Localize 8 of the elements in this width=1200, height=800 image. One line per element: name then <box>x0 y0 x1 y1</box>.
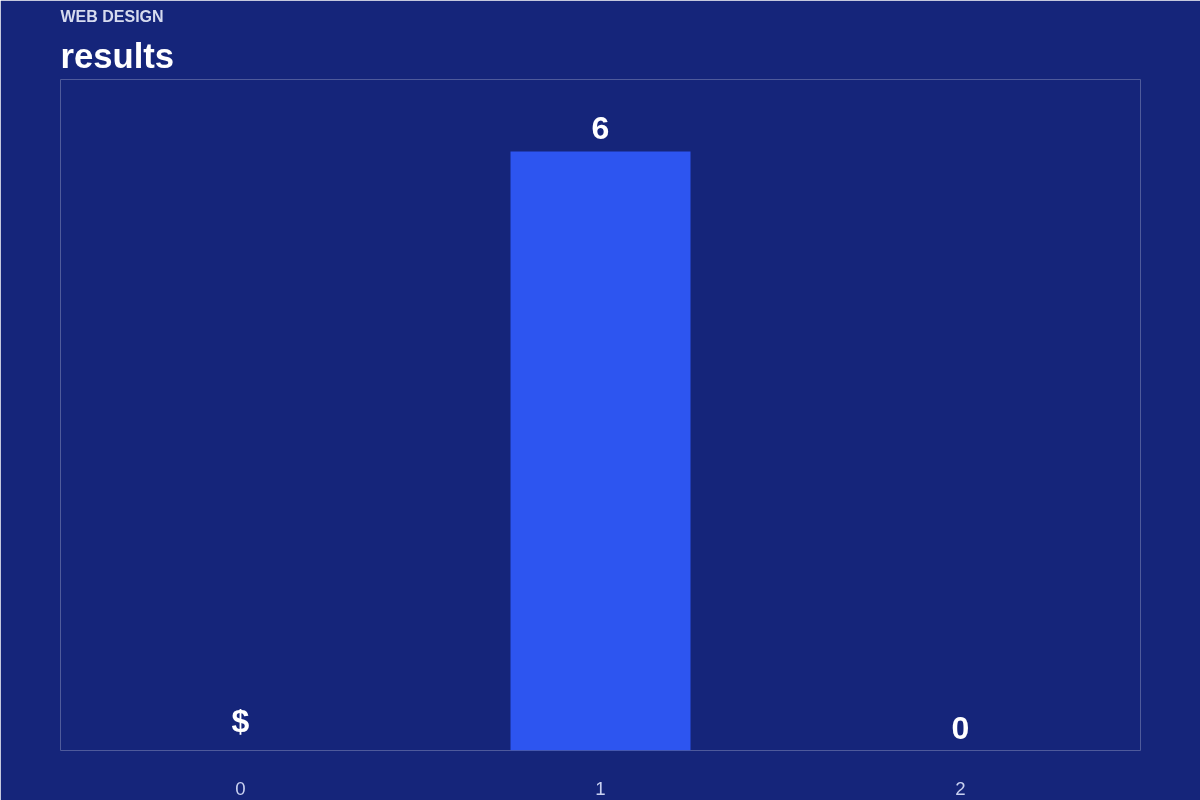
data-label: 6 <box>591 110 610 147</box>
x-tick-label: 2 <box>955 777 966 799</box>
chart-title: results <box>60 36 175 75</box>
x-tick-label: 0 <box>235 777 246 799</box>
chart-subtitle: WEB DESIGN <box>60 7 164 25</box>
data-label: 0 <box>951 709 970 746</box>
data-label: $ <box>231 702 250 739</box>
x-tick-label: 1 <box>595 777 606 799</box>
